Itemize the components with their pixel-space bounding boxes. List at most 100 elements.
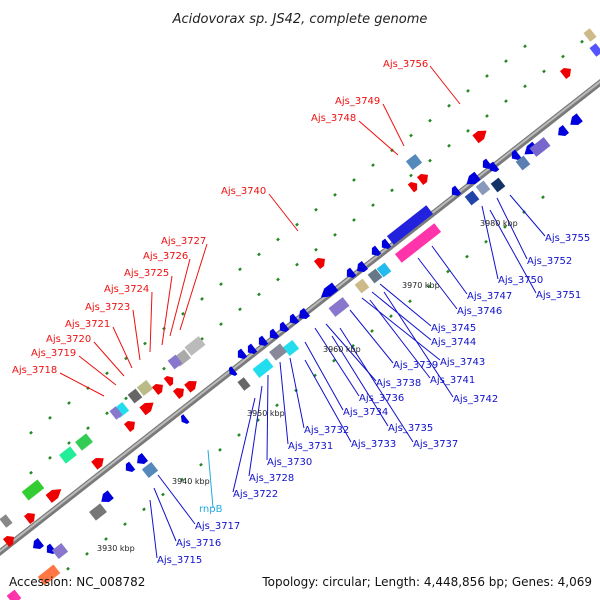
reverse-gene-shape <box>33 537 45 549</box>
reverse-gene <box>511 149 522 160</box>
tick-mark <box>219 322 223 326</box>
gene-label[interactable]: Ajs_3735 <box>388 423 433 434</box>
scale-label: 3930 kbp <box>97 544 135 553</box>
gene-label[interactable]: Ajs_3751 <box>536 290 581 301</box>
reverse-gene <box>258 335 269 346</box>
forward-gene <box>23 513 35 525</box>
reverse-gene <box>299 307 311 319</box>
label-callouts <box>59 65 546 559</box>
tick-mark <box>466 128 470 133</box>
tick-mark <box>104 537 108 541</box>
gene-label[interactable]: Ajs_3727 <box>161 236 206 247</box>
callout-line <box>268 193 299 232</box>
forward-gene-shape <box>2 536 14 548</box>
callout-line <box>304 341 344 411</box>
protein-feature-shape <box>515 155 531 171</box>
gene-label[interactable]: Ajs_3720 <box>46 334 91 345</box>
gene-label[interactable]: Ajs_3725 <box>124 268 169 279</box>
gene-label[interactable]: Ajs_3719 <box>31 348 76 359</box>
callout-line <box>232 397 256 493</box>
tick-mark <box>85 552 89 556</box>
protein-feature <box>490 177 506 193</box>
gene-label[interactable]: Ajs_3717 <box>195 521 240 532</box>
gene-label[interactable]: Ajs_3730 <box>267 457 312 468</box>
protein-feature-shape <box>490 177 506 193</box>
protein-feature <box>37 564 61 586</box>
gene-label[interactable]: Ajs_3739 <box>393 360 438 371</box>
accession-text: Accession: NC_008782 <box>9 575 145 589</box>
gene-label[interactable]: Ajs_3736 <box>359 393 404 404</box>
callout-line <box>289 357 305 429</box>
gene-label[interactable]: Ajs_3755 <box>545 233 590 244</box>
gene-label[interactable]: Ajs_3718 <box>12 365 57 376</box>
gene-label[interactable]: Ajs_3724 <box>104 284 149 295</box>
protein-feature-shape <box>282 339 300 357</box>
gene-label[interactable]: Ajs_3741 <box>430 375 475 386</box>
gene-label[interactable]: Ajs_3740 <box>221 186 266 197</box>
reverse-gene-shape <box>511 149 522 160</box>
tick-mark <box>124 396 128 401</box>
tick-mark <box>371 203 375 208</box>
reverse-gene <box>269 328 280 339</box>
reverse-gene <box>33 537 45 549</box>
gene-label[interactable]: Ajs_3750 <box>498 275 543 286</box>
tick-mark <box>276 277 280 282</box>
callout-line <box>304 359 352 443</box>
forward-gene-shape <box>172 388 184 400</box>
protein-feature <box>367 268 383 284</box>
gene-label[interactable]: Ajs_3747 <box>467 291 512 302</box>
gene-label[interactable]: Ajs_3748 <box>311 113 356 124</box>
tick-mark <box>389 314 393 318</box>
tick-mark <box>485 74 489 78</box>
reverse-gene <box>357 260 369 272</box>
callout-line <box>339 327 414 443</box>
protein-feature-shape <box>136 379 154 397</box>
tick-mark <box>428 158 432 163</box>
tick-mark <box>200 297 204 301</box>
gene-label[interactable]: Ajs_3756 <box>383 59 428 70</box>
forward-gene <box>407 182 418 193</box>
tick-mark <box>257 292 261 297</box>
protein-feature-shape <box>59 446 77 464</box>
gene-label[interactable]: Ajs_3732 <box>304 425 349 436</box>
tick-mark <box>428 118 432 123</box>
scale-label: 3940 kbp <box>172 477 210 486</box>
gene-label[interactable]: Ajs_3731 <box>288 441 333 452</box>
callout-line <box>349 309 394 364</box>
protein-feature-shape <box>141 461 159 479</box>
gene-label[interactable]: Ajs_3716 <box>176 538 221 549</box>
forward-gene <box>151 384 163 396</box>
tick-mark <box>542 69 546 74</box>
gene-label[interactable]: Ajs_3742 <box>453 394 498 405</box>
gene-label[interactable]: Ajs_3738 <box>376 378 421 389</box>
protein-feature-shape <box>367 268 383 284</box>
callout-line <box>169 258 191 337</box>
gene-label[interactable]: Ajs_3743 <box>440 357 485 368</box>
scale-label: 3970 kbp <box>402 281 440 290</box>
gene-label[interactable]: Ajs_3745 <box>431 323 476 334</box>
reverse-gene-labels: Ajs_3755 Ajs_3752 Ajs_3750 Ajs_3751 Ajs_… <box>157 233 590 566</box>
tick-mark <box>142 507 146 512</box>
gene-label[interactable]: Ajs_3715 <box>157 555 202 566</box>
gene-label[interactable]: Ajs_3733 <box>351 439 396 450</box>
scale-label: 3980 kbp <box>480 219 518 228</box>
callout-line <box>369 299 431 379</box>
gene-label[interactable]: Ajs_3752 <box>527 256 572 267</box>
gene-label[interactable]: Ajs_3726 <box>143 251 188 262</box>
forward-gene <box>123 421 135 433</box>
gene-label[interactable]: Ajs_3722 <box>233 489 278 500</box>
gene-label[interactable]: Ajs_3723 <box>85 302 130 313</box>
reverse-gene-shape <box>289 313 300 324</box>
gene-label[interactable]: Ajs_3721 <box>65 319 110 330</box>
forward-gene-shape <box>23 513 35 525</box>
gene-label-rnpb[interactable]: rnpB <box>199 504 223 515</box>
tick-mark <box>48 455 52 460</box>
gene-label[interactable]: Ajs_3749 <box>335 96 380 107</box>
gene-label[interactable]: Ajs_3728 <box>249 473 294 484</box>
gene-label[interactable]: Ajs_3734 <box>343 407 388 418</box>
protein-feature <box>515 155 531 171</box>
reverse-gene-shape <box>371 245 382 256</box>
gene-label[interactable]: Ajs_3737 <box>413 439 458 450</box>
gene-label[interactable]: Ajs_3746 <box>457 306 502 317</box>
gene-label[interactable]: Ajs_3744 <box>431 337 476 348</box>
